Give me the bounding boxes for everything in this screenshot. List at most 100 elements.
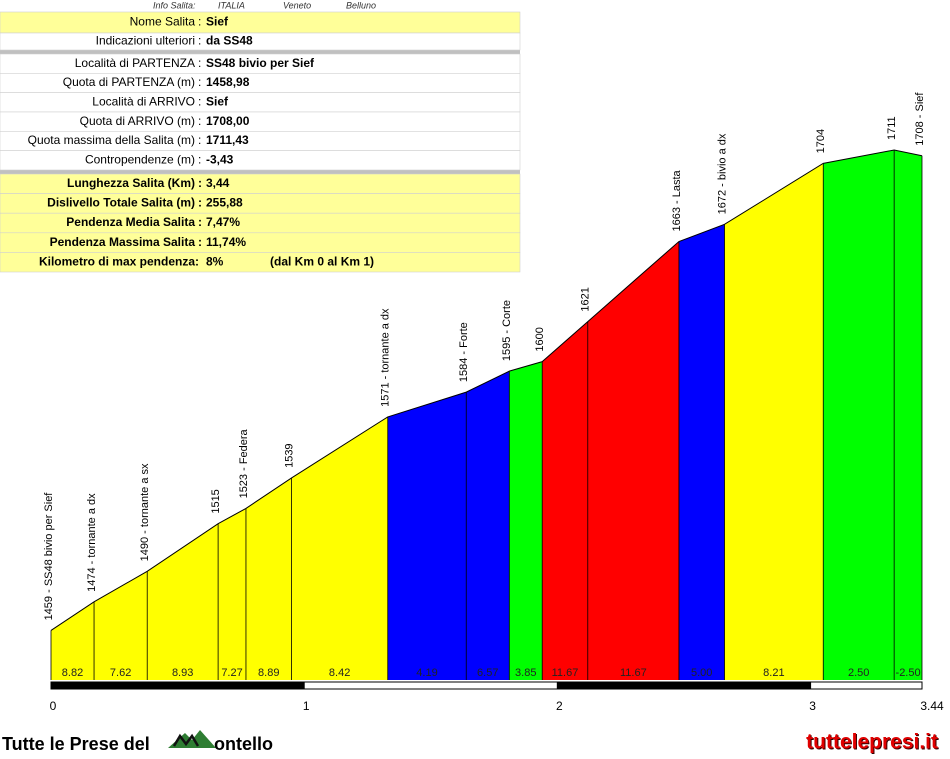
slope-label: 3.85 (515, 667, 536, 679)
point-label: 1663 - Lasta (671, 169, 683, 231)
row-label: Pendenza Massima Salita (50, 235, 196, 249)
row-label: Pendenza Media Salita (66, 215, 195, 229)
row-note: (dal Km 0 al Km 1) (270, 254, 374, 268)
row-label: Dislivello Totale Salita (m) (47, 196, 195, 210)
point-label: 1704 (815, 129, 827, 153)
row-value: 1458,98 (206, 75, 250, 89)
info-label: Info Salita: (153, 0, 196, 10)
footer-left-end: ontello (214, 734, 273, 754)
row-value: da SS48 (206, 34, 253, 48)
row-colon: : (198, 133, 201, 147)
row-label: Quota massima della Salita (m) (28, 133, 195, 147)
info-label: Belluno (346, 0, 376, 10)
segment (94, 571, 148, 680)
point-label: 1523 - Federa (238, 428, 250, 498)
row-label: Località di ARRIVO (92, 94, 195, 108)
table-row (0, 150, 521, 171)
table-row (0, 11, 521, 34)
footer-site: tuttelepresi.it (806, 731, 938, 754)
segment (218, 508, 246, 680)
row-label: Contropendenze (m) (85, 152, 195, 166)
point-label: 1621 (580, 287, 592, 311)
point-label: 1539 (283, 443, 295, 467)
point-label: 1584 - Forte (458, 322, 470, 382)
row-label: Nome Salita (130, 15, 196, 29)
row-colon: : (198, 56, 201, 70)
scale-bar (303, 681, 558, 690)
slope-label: 11.67 (552, 667, 579, 679)
slope-label: -2.50 (896, 667, 921, 679)
profile-line (50, 149, 923, 631)
row-colon: : (198, 75, 201, 89)
slope-label: 11.67 (620, 667, 647, 679)
point-label: 1600 (534, 327, 546, 351)
row-value: Sief (206, 15, 229, 29)
point-label: 1711 (886, 116, 898, 140)
separator-bar (0, 170, 520, 174)
slope-label: 8.89 (258, 667, 279, 679)
row-label: Quota di ARRIVO (m) (80, 114, 195, 128)
segment (823, 150, 895, 680)
row-value: 255,88 (206, 196, 243, 210)
point-label: 1708 - Sief (914, 92, 926, 146)
row-label: Quota di PARTENZA (m) (63, 75, 195, 89)
row-value: 11,74% (206, 235, 246, 249)
row-colon: : (198, 235, 202, 249)
x-tick-label: 3 (809, 699, 816, 713)
row-label: Località di PARTENZA (75, 56, 195, 70)
scale-bar (810, 681, 923, 690)
segment (542, 321, 588, 680)
row-colon: : (198, 215, 202, 229)
segment (894, 150, 922, 680)
slope-label: 5.00 (691, 667, 712, 679)
table-row (0, 92, 521, 113)
segment (245, 477, 292, 680)
separator-bar (0, 50, 520, 54)
row-label: Lunghezza Salita (Km) (67, 176, 195, 190)
scale-bar (556, 681, 812, 690)
row-value: 1708,00 (206, 114, 250, 128)
x-tick-label: 2 (556, 699, 563, 713)
slope-label: 8.42 (329, 667, 350, 679)
table-row (0, 111, 521, 132)
row-value: 7,47% (206, 215, 240, 229)
row-colon: : (198, 152, 201, 166)
row-value: -3,43 (206, 152, 234, 166)
slope-label: 8.93 (172, 667, 193, 679)
segment (509, 361, 543, 680)
point-label: 1474 - tornante a dx (86, 493, 98, 592)
segment (147, 523, 219, 680)
segment (678, 224, 725, 680)
point-label: 1515 (210, 489, 222, 513)
slope-label: 8.21 (763, 667, 784, 679)
segment (387, 392, 467, 680)
slope-label: 8.82 (62, 667, 83, 679)
point-label: 1490 - tornante a sx (139, 463, 151, 561)
row-label: Indicazioni ulteriori (96, 34, 195, 48)
row-value: 3,44 (206, 176, 230, 190)
row-colon: : (198, 114, 201, 128)
slope-label: 7.27 (221, 667, 242, 679)
x-tick-label: 0 (50, 699, 57, 713)
scale-bar (50, 681, 305, 690)
point-label: 1571 - tornante a dx (380, 308, 392, 407)
point-label: 1459 - SS48 bivio per Sief (43, 492, 55, 621)
row-value: 8% (206, 254, 224, 268)
segment (51, 601, 95, 680)
footer-left: Tutte le Prese del (2, 734, 150, 754)
row-colon: : (198, 34, 201, 48)
table-row (0, 32, 521, 51)
row-value: SS48 bivio per Sief (206, 56, 315, 70)
row-value: 1711,43 (206, 133, 249, 147)
row-colon: : (198, 94, 201, 108)
segment (587, 241, 679, 680)
info-label: Veneto (283, 0, 311, 10)
row-colon: : (198, 15, 201, 29)
segment (466, 371, 510, 680)
segment (291, 416, 388, 680)
segment (724, 163, 824, 680)
row-colon: : (198, 196, 202, 210)
slope-label: 6.57 (477, 667, 498, 679)
x-tick-label: 3.44 (920, 699, 944, 713)
